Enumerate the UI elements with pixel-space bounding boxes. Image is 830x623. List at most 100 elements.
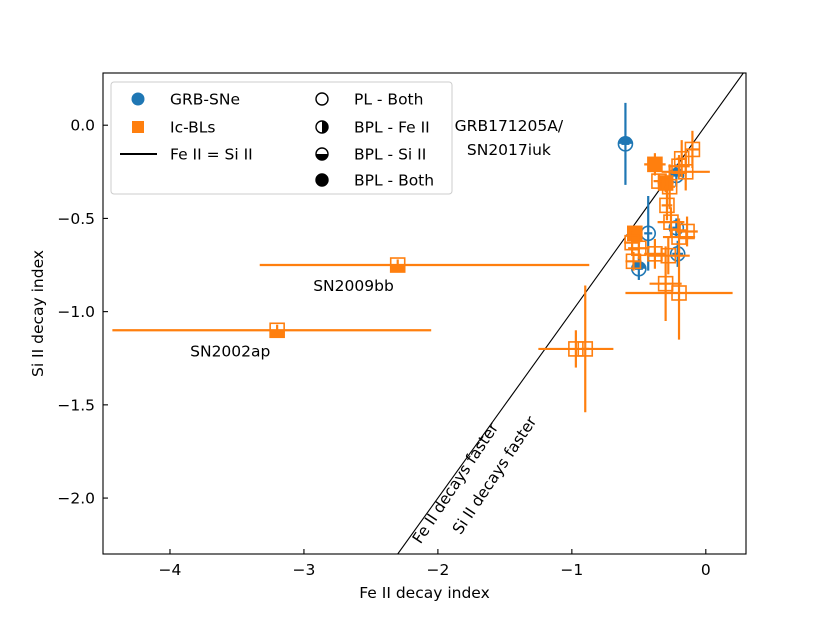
tick-layer: −4 −3 −2 −1 0 0.0 −0.5 −1.0 −1.5 −2.0 [57, 117, 710, 579]
legend-marker-icon [315, 120, 329, 134]
marker-outline [673, 150, 690, 167]
legend-entry: PL - Both [315, 91, 423, 109]
legend-square-icon [132, 121, 144, 133]
legend-marker-half [322, 121, 328, 133]
legend-label: BPL - Both [354, 172, 434, 190]
legend-label: BPL - Fe II [354, 119, 430, 137]
marker-outline [660, 247, 677, 264]
y-tick-label: −0.5 [57, 210, 95, 228]
data-marker [640, 225, 657, 242]
icbl-point [649, 246, 682, 321]
icbl-point [684, 130, 701, 169]
marker-outline [657, 275, 674, 292]
data-marker [617, 136, 634, 152]
legend-label: PL - Both [354, 91, 423, 109]
annotation-label: SN2017iuk [467, 141, 551, 159]
marker-half-fill [631, 261, 646, 269]
data-marker [651, 173, 667, 189]
x-tick-label: −2 [426, 561, 449, 579]
annotation-label: SN2002ap [190, 342, 270, 360]
marker-fill [647, 157, 662, 172]
annotation-label: GRB171205A/ [455, 117, 564, 135]
legend-label: GRB-SNe [170, 91, 240, 109]
data-marker [659, 197, 675, 214]
data-marker [661, 178, 678, 195]
marker-outline [625, 253, 642, 270]
data-marker [625, 253, 642, 270]
icbl-point [625, 251, 642, 271]
x-tick-label: −4 [159, 561, 182, 579]
marker-outline [677, 164, 694, 180]
marker-outline [669, 246, 686, 262]
x-tick-label: −3 [293, 561, 316, 579]
marker-outline [640, 225, 657, 242]
x-axis-label: Fe II decay index [359, 584, 490, 602]
icbl-point [577, 285, 594, 413]
legend-marker-icon [315, 147, 329, 161]
series-grb-sne [617, 102, 686, 280]
icbl-point [538, 330, 614, 368]
data-marker [669, 246, 686, 262]
axes-frame [102, 72, 747, 555]
legend-marker-icon [315, 173, 329, 187]
x-tick-label: −1 [560, 561, 583, 579]
marker-outline [684, 141, 701, 158]
legend-marker-half [316, 154, 328, 160]
y-tick-label: −1.5 [57, 396, 95, 414]
legend-entry: BPL - Fe II [315, 119, 430, 137]
marker-half-fill [390, 265, 405, 273]
data-marker [671, 229, 687, 245]
legend-label: Fe II = Si II [170, 146, 253, 164]
y-axis-label: Si II decay index [29, 250, 47, 377]
data-marker [647, 156, 663, 173]
legend-marker-icon [315, 92, 329, 106]
data-marker [269, 322, 285, 339]
data-marker [673, 150, 690, 167]
marker-outline [671, 285, 687, 301]
icbl-point [644, 153, 666, 176]
marker-half-fill [618, 136, 633, 144]
legend-label: BPL - Si II [354, 146, 426, 164]
legend-entry: BPL - Both [315, 172, 434, 190]
grb-point [617, 102, 634, 185]
marker-outline [651, 173, 667, 189]
legend-entry: GRB-SNe [131, 91, 240, 109]
icbl-point [673, 140, 690, 178]
y-tick-label: −2.0 [57, 490, 95, 508]
icbl-point [628, 237, 650, 260]
legend-entry: Ic-BLs [132, 119, 215, 137]
series-ic-bls [112, 130, 733, 413]
icbl-point [259, 257, 590, 273]
data-marker [389, 257, 406, 273]
marker-outline [671, 229, 687, 245]
legend-marker-outline [315, 173, 329, 187]
data-marker [660, 247, 677, 264]
icbl-point [112, 322, 432, 339]
icbl-point [625, 246, 733, 340]
marker-outline [668, 219, 685, 236]
legend-circle-icon [131, 92, 145, 106]
x-tick-label: 0 [701, 561, 711, 579]
marker-outline [661, 178, 678, 195]
data-marker [631, 240, 647, 257]
data-marker [684, 141, 701, 158]
marker-half-fill [270, 330, 285, 338]
icbl-point [646, 237, 690, 275]
marker-outline [659, 197, 675, 214]
y-tick-label: 0.0 [70, 117, 95, 135]
marker-outline [577, 341, 594, 357]
annotation-label: SN2009bb [313, 277, 394, 295]
y-tick-label: −1.0 [57, 303, 95, 321]
data-marker [671, 285, 687, 301]
legend: GRB-SNe Ic-BLs Fe II = Si II PL - Both BPL -… [110, 81, 453, 195]
grb-point [669, 240, 686, 267]
legend-marker-outline [315, 92, 329, 106]
data-marker [668, 219, 685, 236]
data-marker [677, 164, 694, 180]
data-marker [657, 275, 674, 292]
legend-entry: BPL - Si II [315, 146, 426, 164]
legend-entry: Fe II = Si II [120, 146, 253, 164]
marker-outline [631, 240, 647, 257]
data-marker [577, 341, 594, 357]
